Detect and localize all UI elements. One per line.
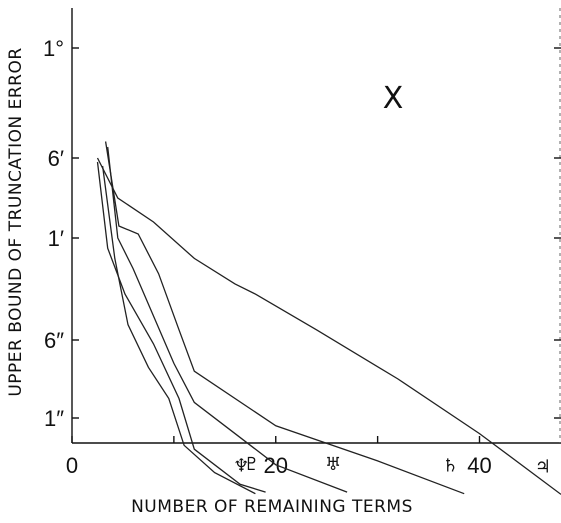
series-label: ♇	[243, 454, 259, 475]
y-tick-label: 1″	[44, 406, 64, 431]
series-label: ♄	[442, 456, 458, 477]
y-tick-label: 1°	[43, 36, 64, 61]
x-tick-label: 20	[264, 453, 288, 478]
series-line	[96, 157, 561, 495]
x-tick-label: 40	[467, 453, 491, 478]
x-tick-label: 0	[66, 453, 78, 478]
series-line	[104, 141, 465, 495]
series-line	[101, 165, 256, 495]
x-axis-title: NUMBER OF REMAINING TERMS	[131, 497, 413, 517]
series-lines	[96, 141, 561, 495]
y-tick-label: 1′	[48, 226, 64, 251]
y-tick-label: 6″	[44, 328, 64, 353]
x-axis-ticks: 0 20 40	[66, 436, 492, 478]
series-line	[107, 146, 348, 493]
series-line	[96, 161, 266, 493]
panel-annotation: X	[383, 81, 404, 116]
y-tick-label: 6′	[48, 146, 64, 171]
series-labels: ♆♇ ♅ ♄ ♃	[233, 454, 551, 477]
series-label: ♅	[325, 454, 341, 475]
plot-frame	[71, 8, 561, 444]
y-axis-ticks: 1° 6′ 1′ 6″ 1″	[43, 36, 561, 431]
series-label: ♆	[233, 456, 249, 477]
y-axis-title: UPPER BOUND OF TRUNCATION ERROR	[6, 47, 26, 396]
series-label: ♃	[535, 456, 551, 477]
